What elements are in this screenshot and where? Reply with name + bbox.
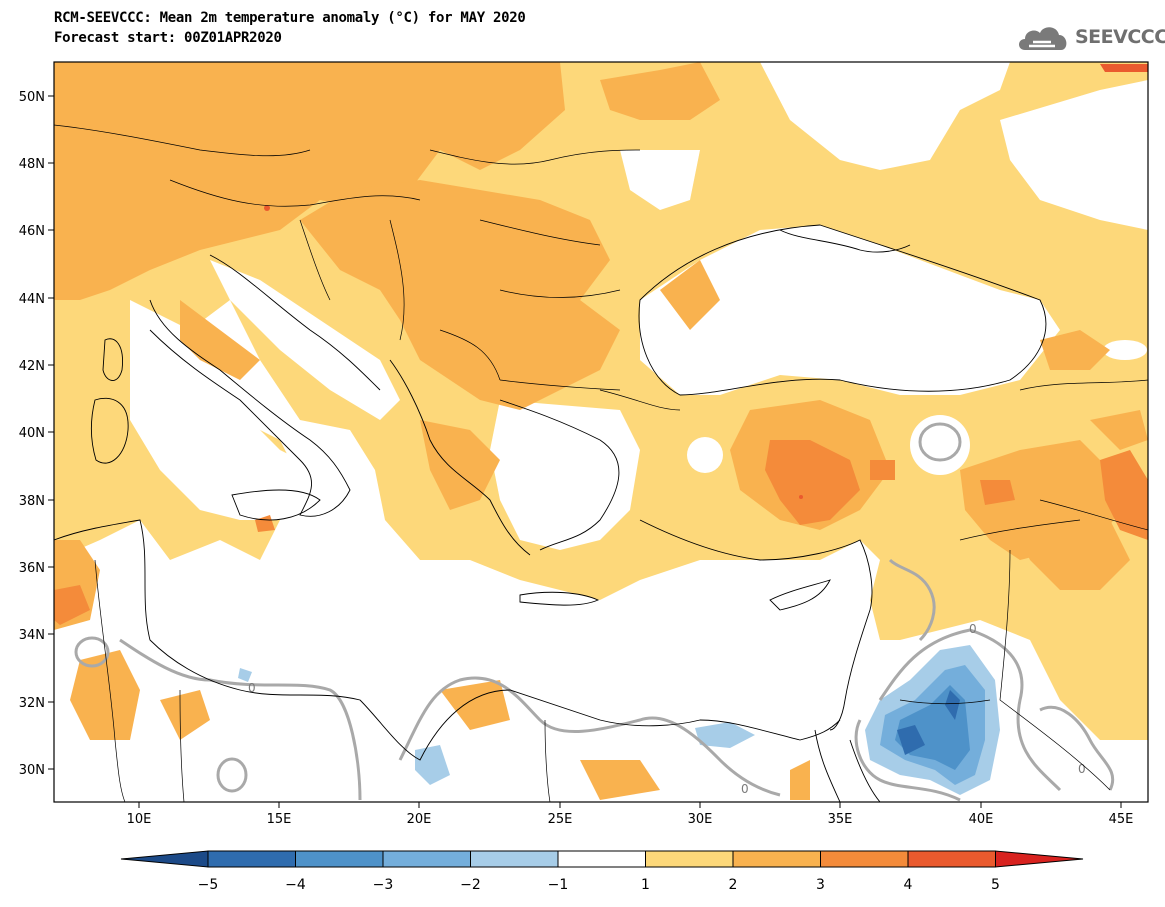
colorbar-tick: −2 xyxy=(460,877,481,893)
colorbar-tick: 1 xyxy=(641,877,650,893)
colorbar-tick: −5 xyxy=(198,877,219,893)
colorbar-swatch xyxy=(382,850,471,868)
near-zero-regions xyxy=(54,62,1148,802)
contour-label: 0 xyxy=(741,782,749,796)
country-borders xyxy=(54,124,1148,802)
lon-label: 30E xyxy=(688,812,713,827)
lat-label: 36N xyxy=(19,561,45,576)
colorbar-tick: 5 xyxy=(991,877,1000,893)
lon-label: 20E xyxy=(407,812,432,827)
lat-label: 32N xyxy=(19,696,45,711)
lat-label: 46N xyxy=(19,224,45,239)
colorbar-low-arrow xyxy=(120,850,209,868)
colorbar-tick: 3 xyxy=(816,877,825,893)
colorbar-tick: −3 xyxy=(373,877,394,893)
contour-label: 0 xyxy=(1078,762,1086,776)
anomaly-3-4 xyxy=(54,440,1148,625)
lat-label: 42N xyxy=(19,359,45,374)
colorbar-swatch xyxy=(645,850,734,868)
colorbar-swatch xyxy=(907,850,996,868)
colorbar-swatch xyxy=(732,850,821,868)
lon-label: 45E xyxy=(1109,812,1134,827)
title-line-2: Forecast start: 00Z01APR2020 xyxy=(54,30,282,46)
colorbar-high-arrow xyxy=(995,850,1084,868)
lat-label: 34N xyxy=(19,628,45,643)
lon-axis: 10E 15E 20E 25E 30E 35E 40E 45E xyxy=(127,802,1134,827)
anomaly-4-5 xyxy=(264,64,1148,499)
anomaly-2-3 xyxy=(54,62,1148,800)
lat-label: 30N xyxy=(19,763,45,778)
colorbar-tick: 2 xyxy=(729,877,738,893)
lat-label: 44N xyxy=(19,292,45,307)
negative-anomaly xyxy=(238,645,1000,795)
lat-label: 40N xyxy=(19,426,45,441)
lon-label: 10E xyxy=(127,812,152,827)
lat-label: 48N xyxy=(19,157,45,172)
colorbar-tick: −4 xyxy=(285,877,306,893)
seevccc-logo: SEEVCCC xyxy=(1015,20,1165,56)
colorbar xyxy=(120,850,1084,868)
logo-text: SEEVCCC xyxy=(1075,26,1165,48)
lon-label: 15E xyxy=(267,812,292,827)
contour-label: 0 xyxy=(248,681,256,695)
colorbar-tick: −1 xyxy=(548,877,569,893)
colorbar-ticks: −5 −4 −3 −2 −1 1 2 3 4 5 xyxy=(198,877,1000,893)
lat-axis: 50N 48N 46N 44N 42N 40N 38N 36N 34N 32N … xyxy=(19,90,54,778)
zero-contours xyxy=(74,422,1115,802)
colorbar-tick: 4 xyxy=(904,877,913,893)
anomaly-field: 0 0 0 0 xyxy=(54,62,1148,802)
cloud-icon xyxy=(1019,27,1067,50)
colorbar-swatch xyxy=(295,850,384,868)
lon-label: 40E xyxy=(969,812,994,827)
title-line-1: RCM-SEEVCCC: Mean 2m temperature anomaly… xyxy=(54,10,526,26)
colorbar-swatch xyxy=(557,850,646,868)
map-title: RCM-SEEVCCC: Mean 2m temperature anomaly… xyxy=(54,8,526,48)
lon-label: 25E xyxy=(548,812,573,827)
lat-label: 38N xyxy=(19,494,45,509)
contour-label: 0 xyxy=(969,622,977,636)
colorbar-swatch xyxy=(820,850,909,868)
colorbar-swatch xyxy=(470,850,559,868)
coastlines xyxy=(54,224,1047,802)
lon-label: 35E xyxy=(828,812,853,827)
colorbar-swatch xyxy=(207,850,296,868)
lat-label: 50N xyxy=(19,90,45,105)
